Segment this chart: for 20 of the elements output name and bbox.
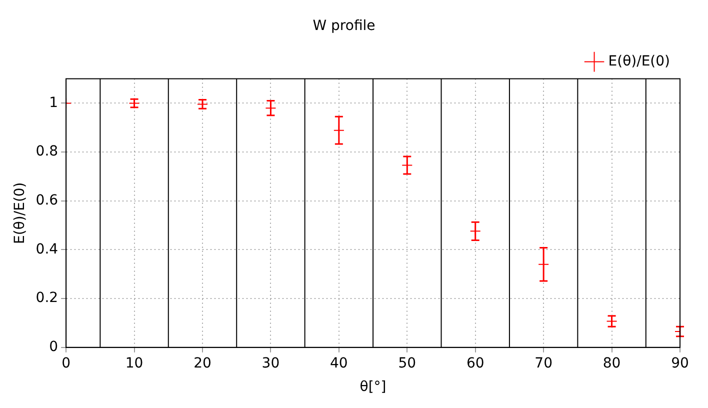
y-tick-label: 0.6	[36, 192, 58, 209]
x-tick-label: 80	[602, 355, 621, 372]
x-tick-label: 50	[398, 355, 416, 372]
y-tick-label: 0.4	[36, 241, 58, 258]
x-tick-label: 10	[125, 355, 144, 372]
x-tick-label: 70	[534, 355, 552, 372]
x-tick-label: 30	[262, 355, 280, 372]
x-tick-label: 40	[330, 355, 348, 372]
legend-label: E(θ)/E(0)	[608, 53, 670, 70]
x-tick-label: 60	[466, 355, 484, 372]
chart-title: W profile	[312, 18, 376, 34]
y-axis-title: E(θ)/E(0)	[12, 182, 28, 244]
x-tick-label: 90	[671, 355, 689, 372]
y-tick-label: 0.2	[36, 290, 58, 306]
x-tick-label: 20	[194, 355, 212, 372]
y-tick-label: 1	[49, 94, 58, 111]
x-tick-label: 0	[62, 355, 71, 372]
y-tick-label: 0	[49, 339, 58, 356]
y-tick-label: 0.8	[36, 144, 58, 160]
x-axis-title: θ[°]	[360, 379, 386, 396]
